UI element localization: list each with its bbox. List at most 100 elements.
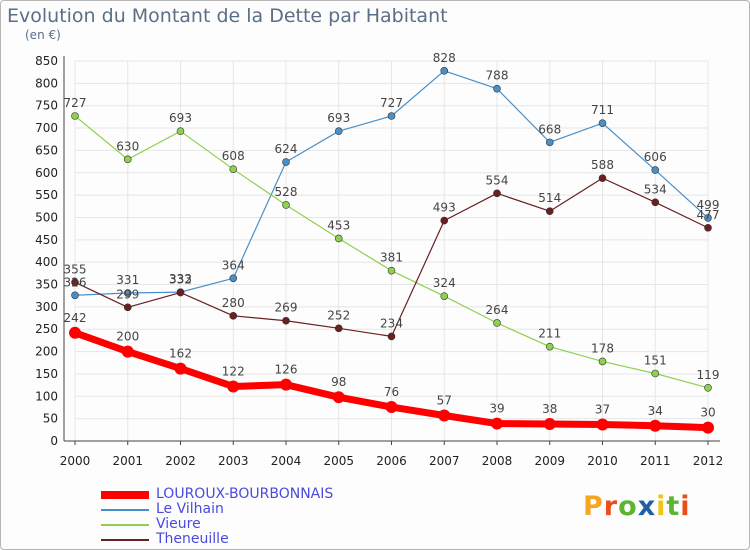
x-tick-label: 2006 xyxy=(376,454,407,468)
data-point xyxy=(440,216,449,225)
logo-letter: P xyxy=(583,491,604,522)
data-label: 331 xyxy=(116,273,139,287)
y-tick-label: 450 xyxy=(35,233,58,247)
y-tick-label: 700 xyxy=(35,121,58,135)
data-label: 381 xyxy=(380,251,403,265)
data-label: 534 xyxy=(644,182,667,196)
data-point xyxy=(280,378,292,391)
data-point xyxy=(387,112,396,120)
data-label: 727 xyxy=(380,96,403,110)
x-tick-label: 2000 xyxy=(60,454,91,468)
data-label: 493 xyxy=(433,201,456,215)
data-label: 727 xyxy=(64,96,87,110)
data-point xyxy=(704,223,712,232)
data-label: 624 xyxy=(275,142,298,156)
data-point xyxy=(387,332,396,341)
data-point xyxy=(440,292,449,300)
axes xyxy=(63,56,720,445)
data-point xyxy=(334,234,343,243)
x-tick-label: 2001 xyxy=(112,454,143,468)
data-point xyxy=(596,418,609,431)
data-point xyxy=(227,380,240,393)
data-label: 211 xyxy=(538,327,561,341)
data-point xyxy=(387,266,396,275)
data-label: 57 xyxy=(437,394,452,408)
legend-label-louroux: LOUROUX-BOURBONNAIS xyxy=(156,486,334,502)
data-label: 499 xyxy=(697,198,720,212)
x-tick-label: 2004 xyxy=(271,454,302,468)
data-label: 119 xyxy=(697,368,720,382)
data-point xyxy=(651,369,660,378)
legend-swatch-le-vilhain xyxy=(101,509,149,511)
data-point xyxy=(282,201,290,209)
data-point xyxy=(545,138,554,147)
data-point xyxy=(651,198,660,207)
y-tick-label: 300 xyxy=(35,300,58,314)
data-point xyxy=(121,345,134,358)
data-label: 280 xyxy=(222,296,245,310)
y-tick-label: 200 xyxy=(35,345,58,359)
data-point xyxy=(651,166,660,174)
y-tick-labels: 0 50 100 150 200 250 300 350 400 450 500 550 600 650 7… xyxy=(35,54,58,448)
data-point xyxy=(543,418,556,431)
data-label: 668 xyxy=(538,122,561,136)
data-point xyxy=(545,207,554,216)
data-point xyxy=(493,84,501,93)
y-tick-label: 50 xyxy=(43,412,58,426)
x-tick-label: 2008 xyxy=(482,454,513,468)
data-point xyxy=(438,409,451,422)
data-point xyxy=(545,342,554,351)
data-label: 178 xyxy=(591,341,614,355)
data-label: 242 xyxy=(64,311,87,325)
data-label: 37 xyxy=(595,402,610,416)
data-label: 606 xyxy=(644,150,667,164)
data-label: 126 xyxy=(275,363,298,377)
data-label: 355 xyxy=(64,262,87,276)
data-label: 299 xyxy=(116,287,139,301)
logo-letter: o xyxy=(618,491,638,522)
legend-label-le-vilhain: Le Vilhain xyxy=(156,501,224,517)
y-tick-label: 350 xyxy=(35,278,58,292)
x-tick-label: 2012 xyxy=(693,454,724,468)
data-point xyxy=(123,155,132,164)
data-point xyxy=(71,278,79,287)
data-point xyxy=(229,274,238,283)
data-point xyxy=(174,362,187,375)
data-point xyxy=(332,391,345,404)
data-label: 34 xyxy=(648,404,663,418)
chart-title: Evolution du Montant de la Dette par Hab… xyxy=(7,5,448,27)
y-tick-label: 600 xyxy=(35,166,58,180)
data-label: 38 xyxy=(542,402,557,416)
legend-swatch-theneuille xyxy=(101,539,149,541)
y-tick-label: 400 xyxy=(35,255,58,269)
data-label: 39 xyxy=(489,402,504,416)
data-point xyxy=(334,324,343,333)
legend-swatch-louroux xyxy=(101,491,149,499)
proxiti-logo: Proxiti xyxy=(583,491,691,522)
data-label: 151 xyxy=(644,353,667,367)
data-label: 514 xyxy=(538,191,561,205)
logo-letter: t xyxy=(666,491,681,522)
logo-letter: r xyxy=(603,491,619,522)
x-tick-label: 2011 xyxy=(640,454,671,468)
data-point xyxy=(229,165,238,173)
data-label: 333 xyxy=(169,272,192,286)
data-label: 630 xyxy=(116,139,139,153)
data-point xyxy=(71,112,79,120)
data-point xyxy=(123,303,132,312)
data-label: 528 xyxy=(275,185,298,199)
unit-label: (en €) xyxy=(25,28,61,42)
logo-letter: i xyxy=(656,491,667,522)
data-label: 364 xyxy=(222,258,245,272)
data-label: 324 xyxy=(433,276,456,290)
data-label: 98 xyxy=(331,375,346,389)
data-label: 76 xyxy=(384,385,399,399)
data-label: 588 xyxy=(591,158,614,172)
y-tick-label: 500 xyxy=(35,210,58,224)
data-label: 30 xyxy=(700,406,715,420)
y-tick-label: 100 xyxy=(35,389,58,403)
data-label: 162 xyxy=(169,347,192,361)
data-point xyxy=(385,401,398,414)
x-tick-label: 2002 xyxy=(165,454,196,468)
